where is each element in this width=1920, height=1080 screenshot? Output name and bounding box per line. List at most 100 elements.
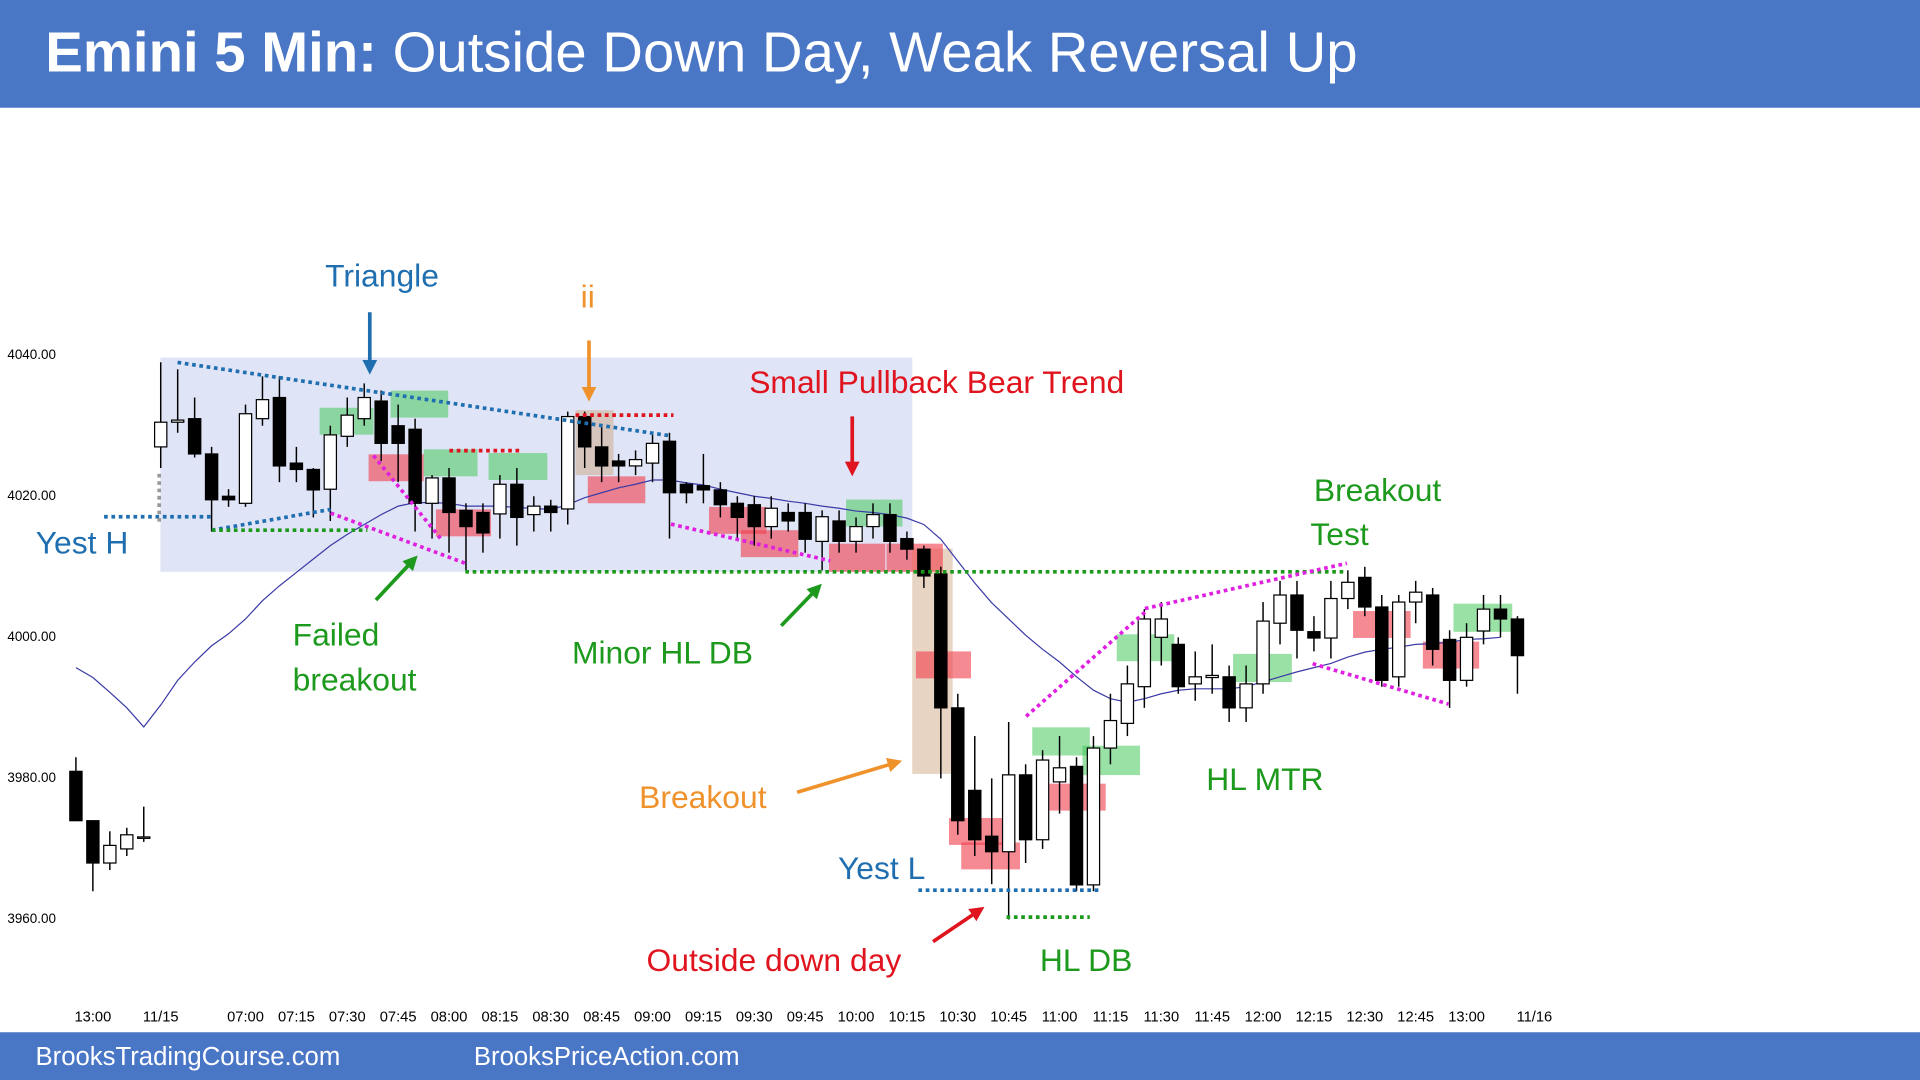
y-tick-label: 4040.00 xyxy=(7,347,56,362)
annotation: Outside down day xyxy=(646,942,901,978)
x-tick-label: 07:30 xyxy=(329,1009,366,1025)
arrow xyxy=(374,555,418,602)
x-tick-label: 08:15 xyxy=(482,1009,519,1025)
candle-body-up xyxy=(323,434,338,490)
candle-body-down xyxy=(730,502,745,519)
x-tick-label: 09:00 xyxy=(634,1009,671,1025)
x-tick-label: 11:45 xyxy=(1194,1009,1230,1025)
candle-body-up xyxy=(1476,608,1491,632)
annotation: Test xyxy=(1310,516,1369,552)
candle-body-down xyxy=(934,573,948,709)
candle-body-down xyxy=(374,400,388,444)
candle-body-down xyxy=(900,537,914,550)
candle-body-down xyxy=(544,505,558,514)
arrow xyxy=(796,757,903,795)
candle-body-up xyxy=(764,507,778,528)
candle-body-up xyxy=(1137,618,1152,688)
x-tick-label: 12:00 xyxy=(1245,1009,1282,1025)
candle-body-down xyxy=(917,548,931,577)
candle-body-down xyxy=(984,835,999,853)
candle-body-down xyxy=(696,485,711,491)
candle-body-down xyxy=(781,511,795,522)
footer-band xyxy=(0,1032,1920,1080)
arrow xyxy=(779,583,822,627)
y-tick-label: 3980.00 xyxy=(7,770,56,785)
x-tick-label: 11:00 xyxy=(1042,1009,1078,1025)
trend-line xyxy=(1312,661,1450,706)
candle-body-up xyxy=(1273,594,1287,624)
candle-body-down xyxy=(442,477,456,514)
y-tick-label: 3960.00 xyxy=(7,911,56,926)
candle-body-up xyxy=(1154,618,1169,638)
candle-body-down xyxy=(1222,676,1236,709)
chart-title: Emini 5 Min: Outside Down Day, Weak Reve… xyxy=(45,20,1357,83)
candle-body-down xyxy=(306,468,321,491)
annotation: Minor HL DB xyxy=(572,635,753,671)
candle-body-down xyxy=(289,462,304,471)
x-tick-label: 11:30 xyxy=(1143,1009,1179,1025)
x-tick-label: 10:00 xyxy=(838,1009,875,1025)
x-tick-label: 07:00 xyxy=(227,1009,264,1025)
annotation: breakout xyxy=(293,662,417,698)
candle-body-down xyxy=(69,770,83,822)
candle-body-up xyxy=(238,413,253,504)
annotation: Triangle xyxy=(325,258,439,294)
candle-body-up xyxy=(1188,676,1202,685)
x-tick-label: 08:00 xyxy=(431,1009,468,1025)
candle-body-up xyxy=(628,458,643,467)
green-highlight xyxy=(390,390,449,418)
annotation: Breakout xyxy=(639,779,767,815)
candle-body-up xyxy=(255,399,270,420)
candle-body-down xyxy=(204,453,219,501)
candle-body-down xyxy=(1442,638,1457,681)
x-tick-label: 13:00 xyxy=(1448,1009,1485,1025)
candle-body-down xyxy=(1425,594,1440,650)
trend-line xyxy=(670,522,831,563)
y-tick-label: 4020.00 xyxy=(7,488,56,503)
candle-body-down xyxy=(1171,643,1185,688)
candle-body-up xyxy=(1392,601,1406,678)
x-tick-label: 12:15 xyxy=(1296,1009,1333,1025)
candle-body-up xyxy=(1256,620,1270,685)
header-band xyxy=(0,0,1920,108)
x-tick-label: 12:30 xyxy=(1346,1009,1383,1025)
triangle-line xyxy=(211,507,331,533)
candle-body-down xyxy=(747,504,762,528)
candle-body-up xyxy=(1001,774,1016,853)
candle-body-up xyxy=(493,483,507,515)
candle-body-down xyxy=(1358,576,1372,608)
candle-body-up xyxy=(103,844,117,864)
candle-body-down xyxy=(679,483,694,494)
red-highlight xyxy=(587,476,646,504)
green-highlight xyxy=(423,449,478,477)
x-tick-label: 13:00 xyxy=(74,1009,111,1025)
candle-body-up xyxy=(120,834,134,850)
candle-body-down xyxy=(1375,606,1389,681)
candle-body-down xyxy=(798,511,812,540)
candle-body-up xyxy=(1324,597,1338,639)
candle-body-up xyxy=(1205,674,1219,679)
candle-body-down xyxy=(476,511,490,534)
candle-body-down xyxy=(408,428,422,504)
annotation: ii xyxy=(581,278,595,314)
trend-line xyxy=(372,454,443,540)
candle-body-down xyxy=(1069,765,1084,886)
annotation: HL DB xyxy=(1040,942,1133,978)
annotation: Small Pullback Bear Trend xyxy=(749,364,1124,400)
candle-body-up xyxy=(527,505,541,516)
candle-body-down xyxy=(1493,608,1508,620)
x-tick-label: 09:45 xyxy=(787,1009,824,1025)
triangle-line xyxy=(177,360,672,438)
candle-body-up xyxy=(1035,759,1050,841)
y-tick-label: 4000.00 xyxy=(7,629,56,644)
x-tick-label: 09:30 xyxy=(736,1009,773,1025)
candle-body-up xyxy=(849,525,863,543)
candle-body-down xyxy=(459,509,473,528)
green-highlight xyxy=(488,453,548,480)
x-tick-label: 11:15 xyxy=(1093,1009,1129,1025)
trend-line xyxy=(329,511,466,565)
candle-body-up xyxy=(1341,581,1355,600)
x-tick-label: 08:45 xyxy=(583,1009,620,1025)
candle-body-up xyxy=(1086,747,1101,886)
